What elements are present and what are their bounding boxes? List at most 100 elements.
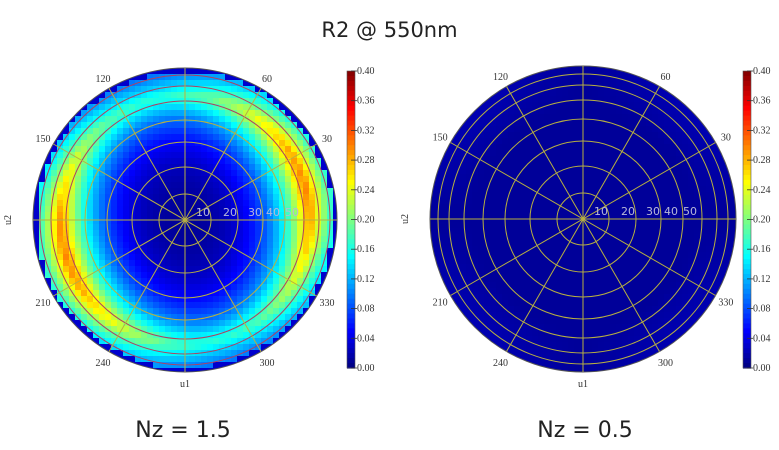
heatmap-cell — [201, 302, 208, 309]
heatmap-cell — [586, 186, 593, 193]
heatmap-cell — [550, 312, 557, 319]
heatmap-cell — [586, 150, 593, 157]
heatmap-cell — [237, 170, 244, 177]
heatmap-cell — [39, 230, 46, 237]
heatmap-cell — [640, 162, 647, 169]
heatmap-cell — [598, 300, 605, 307]
heatmap-cell — [231, 128, 238, 135]
heatmap-cell — [700, 150, 707, 157]
heatmap-cell — [616, 192, 623, 199]
heatmap-cell — [207, 206, 214, 213]
heatmap-cell — [255, 284, 262, 291]
heatmap-cell — [273, 248, 280, 255]
heatmap-cell — [652, 150, 659, 157]
heatmap-cell — [460, 192, 467, 199]
heatmap-cell — [159, 326, 166, 333]
heatmap-cell — [159, 104, 166, 111]
heatmap-cell — [201, 284, 208, 291]
heatmap-cell — [99, 236, 106, 243]
heatmap-cell — [652, 210, 659, 217]
colorbar-tick-label: 0.28 — [753, 155, 771, 166]
heatmap-cell — [291, 152, 298, 159]
heatmap-cell — [682, 192, 689, 199]
heatmap-cell — [604, 144, 611, 151]
heatmap-cell — [664, 312, 671, 319]
heatmap-cell — [315, 224, 322, 231]
heatmap-cell — [544, 186, 551, 193]
heatmap-cell — [640, 264, 647, 271]
heatmap-cell — [177, 68, 184, 75]
heatmap-cell — [622, 252, 629, 259]
heatmap-cell — [472, 162, 479, 169]
heatmap-cell — [574, 102, 581, 109]
heatmap-cell — [670, 270, 677, 277]
heatmap-cell — [219, 314, 226, 321]
heatmap-cell — [189, 338, 196, 345]
heatmap-cell — [153, 224, 160, 231]
heatmap-cell — [466, 120, 473, 127]
heatmap-cell — [622, 126, 629, 133]
heatmap-cell — [93, 164, 100, 171]
colorbar-segment — [347, 244, 355, 250]
heatmap-cell — [171, 338, 178, 345]
heatmap-cell — [213, 176, 220, 183]
heatmap-cell — [129, 170, 136, 177]
heatmap-cell — [153, 140, 160, 147]
heatmap-cell — [586, 318, 593, 325]
heatmap-cell — [231, 350, 238, 357]
heatmap-cell — [598, 108, 605, 115]
heatmap-cell — [243, 308, 250, 315]
heatmap-cell — [273, 236, 280, 243]
heatmap-cell — [604, 132, 611, 139]
heatmap-cell — [81, 308, 88, 315]
heatmap-cell — [147, 200, 154, 207]
heatmap-cell — [303, 236, 310, 243]
heatmap-cell — [171, 362, 178, 369]
heatmap-cell — [616, 264, 623, 271]
heatmap-cell — [75, 146, 82, 153]
heatmap-cell — [694, 144, 701, 151]
heatmap-cell — [231, 158, 238, 165]
heatmap-cell — [189, 134, 196, 141]
heatmap-cell — [129, 344, 136, 351]
heatmap-cell — [502, 252, 509, 259]
heatmap-cell — [219, 116, 226, 123]
heatmap-cell — [646, 282, 653, 289]
heatmap-cell — [159, 254, 166, 261]
heatmap-cell — [321, 224, 328, 231]
heatmap-cell — [544, 96, 551, 103]
heatmap-cell — [117, 308, 124, 315]
heatmap-cell — [490, 192, 497, 199]
heatmap-cell — [93, 308, 100, 315]
heatmap-cell — [514, 228, 521, 235]
heatmap-cell — [568, 276, 575, 283]
heatmap-cell — [189, 350, 196, 357]
heatmap-cell — [255, 338, 262, 345]
heatmap-cell — [586, 132, 593, 139]
heatmap-cell — [189, 146, 196, 153]
heatmap-cell — [568, 198, 575, 205]
heatmap-cell — [171, 218, 178, 225]
colorbar-segment — [347, 71, 355, 77]
heatmap-cell — [718, 168, 725, 175]
heatmap-cell — [538, 174, 545, 181]
heatmap-cell — [153, 362, 160, 369]
heatmap-cell — [532, 306, 539, 313]
heatmap-cell — [544, 312, 551, 319]
heatmap-cell — [676, 270, 683, 277]
heatmap-cell — [592, 312, 599, 319]
heatmap-cell — [321, 254, 328, 261]
heatmap-cell — [219, 260, 226, 267]
heatmap-cell — [454, 282, 461, 289]
heatmap-cell — [219, 92, 226, 99]
heatmap-cell — [472, 180, 479, 187]
heatmap-cell — [508, 132, 515, 139]
heatmap-cell — [610, 342, 617, 349]
heatmap-cell — [303, 254, 310, 261]
heatmap-cell — [586, 114, 593, 121]
heatmap-cell — [532, 198, 539, 205]
heatmap-cell — [159, 122, 166, 129]
heatmap-cell — [688, 210, 695, 217]
heatmap-cell — [496, 246, 503, 253]
heatmap-cell — [538, 348, 545, 355]
